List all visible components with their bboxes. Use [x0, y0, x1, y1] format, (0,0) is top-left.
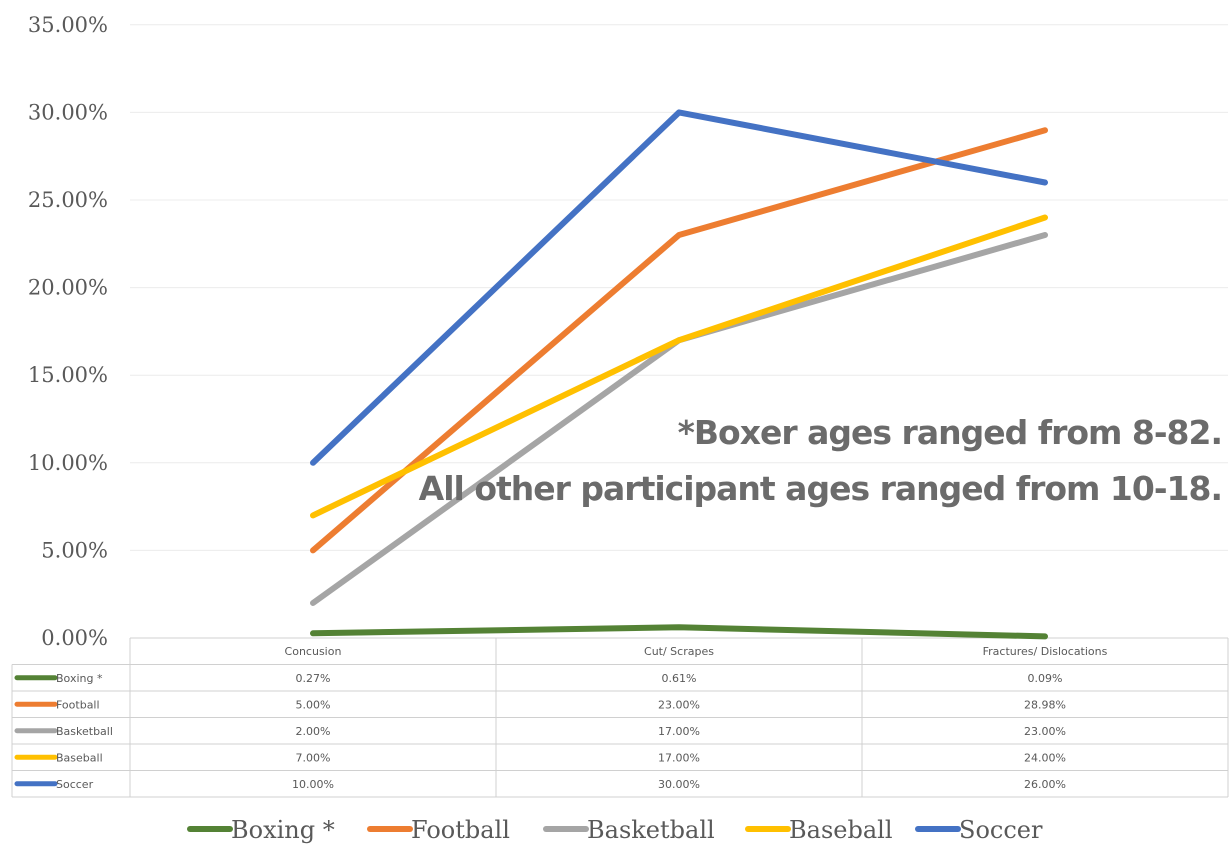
table-cell-value: 23.00%: [658, 698, 700, 711]
y-axis-tick-labels: 0.00% 5.00% 10.00% 15.00% 20.00% 25.00% 30.00%…: [28, 13, 108, 650]
data-table: Concusion Cut/ Scrapes Fractures/ Dislocat…: [12, 638, 1228, 797]
y-tick-label: 35.00%: [28, 13, 108, 37]
legend-label: Soccer: [959, 816, 1043, 844]
table-cell-value: 10.00%: [292, 778, 334, 791]
table-cell-value: 26.00%: [1024, 778, 1066, 791]
table-cell-value: 30.00%: [658, 778, 700, 791]
gridlines: [130, 25, 1228, 638]
legend-label: Baseball: [789, 816, 893, 844]
annotation-note: *Boxer ages ranged from 8-82. All other p…: [419, 413, 1222, 508]
legend: Boxing * Football Basketball Baseball Soccer: [190, 816, 1043, 844]
table-series-name: Football: [56, 698, 100, 711]
table-cell-value: 7.00%: [296, 751, 331, 764]
table-cell-value: 17.00%: [658, 725, 700, 738]
y-tick-label: 15.00%: [28, 363, 108, 387]
category-label: Concusion: [285, 645, 342, 658]
category-label: Cut/ Scrapes: [644, 645, 714, 658]
table-cell-value: 24.00%: [1024, 751, 1066, 764]
table-cell-value: 0.27%: [296, 672, 331, 685]
category-label: Fractures/ Dislocations: [983, 645, 1108, 658]
table-cell-value: 23.00%: [1024, 725, 1066, 738]
table-cell-value: 17.00%: [658, 751, 700, 764]
y-tick-label: 0.00%: [41, 626, 108, 650]
y-tick-label: 20.00%: [28, 276, 108, 300]
table-cell-value: 5.00%: [296, 698, 331, 711]
table-series-name: Baseball: [56, 751, 103, 764]
table-series-name: Boxing *: [56, 672, 103, 685]
series-lines: [313, 112, 1045, 636]
legend-label: Basketball: [587, 816, 715, 844]
y-tick-label: 10.00%: [28, 451, 108, 475]
series-line-boxing: [313, 627, 1045, 636]
table-cell-value: 28.98%: [1024, 698, 1066, 711]
table-cell-value: 0.61%: [662, 672, 697, 685]
y-tick-label: 30.00%: [28, 100, 108, 124]
table-cell-value: 2.00%: [296, 725, 331, 738]
table-series-name: Soccer: [56, 778, 94, 791]
legend-label: Boxing *: [231, 816, 335, 844]
annotation-line: *Boxer ages ranged from 8-82.: [678, 413, 1222, 452]
y-tick-label: 25.00%: [28, 188, 108, 212]
legend-label: Football: [411, 816, 510, 844]
table-series-name: Basketball: [56, 725, 113, 738]
y-tick-label: 5.00%: [41, 538, 108, 562]
annotation-line: All other participant ages ranged from 1…: [419, 469, 1222, 508]
table-cell-value: 0.09%: [1028, 672, 1063, 685]
